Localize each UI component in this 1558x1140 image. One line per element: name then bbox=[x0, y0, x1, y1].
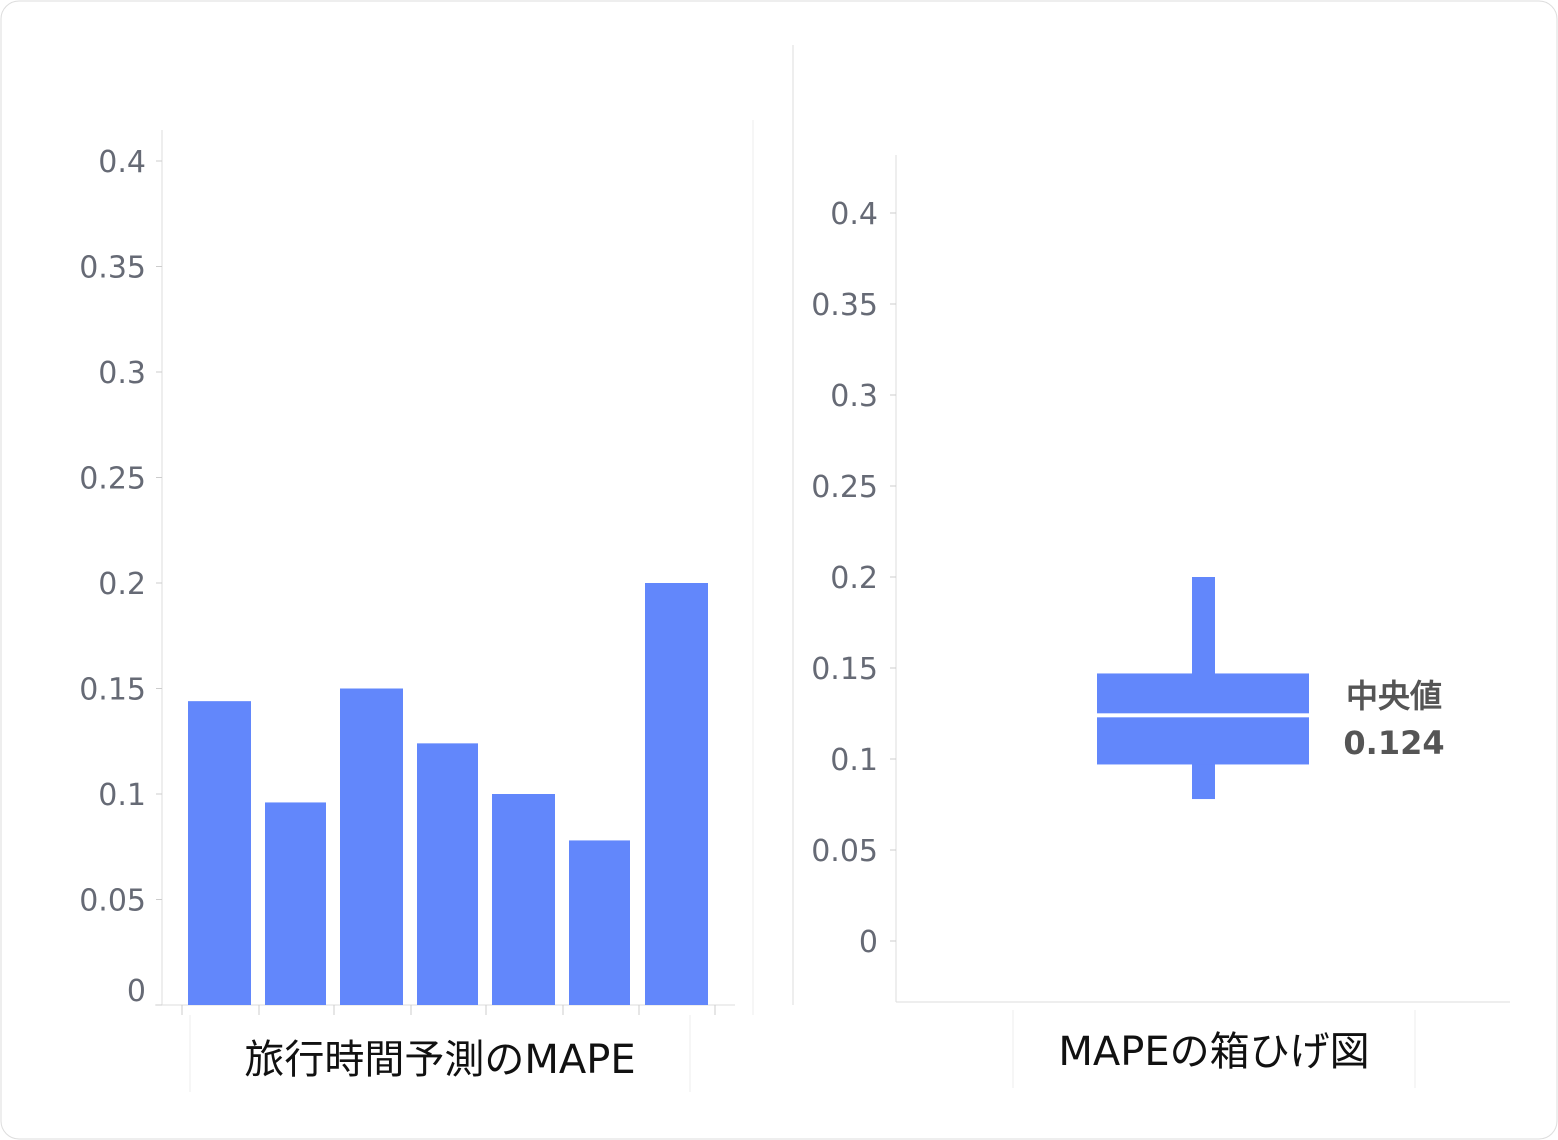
bar bbox=[492, 794, 555, 1005]
y-tick-label: 0.05 bbox=[79, 884, 146, 919]
bar bbox=[340, 688, 403, 1005]
median-label: 中央値 bbox=[1346, 677, 1442, 715]
median-value: 0.124 bbox=[1343, 724, 1444, 762]
y-tick-label: 0.25 bbox=[79, 462, 146, 497]
y-tick-label: 0.4 bbox=[830, 197, 878, 232]
y-tick-label: 0.2 bbox=[98, 567, 146, 602]
y-tick-label: 0.3 bbox=[830, 379, 878, 414]
y-tick-label: 0.15 bbox=[79, 673, 146, 708]
y-tick-label: 0 bbox=[127, 974, 146, 1009]
median-line bbox=[1097, 713, 1309, 718]
y-tick-label: 0.4 bbox=[98, 145, 146, 180]
bar bbox=[645, 583, 708, 1005]
bar bbox=[188, 701, 251, 1005]
y-tick-label: 0.25 bbox=[811, 470, 878, 505]
bar bbox=[569, 840, 630, 1005]
y-tick-label: 0.3 bbox=[98, 356, 146, 391]
y-tick-label: 0.2 bbox=[830, 561, 878, 596]
box-chart-title: MAPEの箱ひげ図 bbox=[1058, 1029, 1369, 1075]
y-tick-label: 0.15 bbox=[811, 652, 878, 687]
y-tick-label: 0.35 bbox=[79, 251, 146, 286]
y-tick-label: 0.05 bbox=[811, 834, 878, 869]
y-tick-label: 0.35 bbox=[811, 288, 878, 323]
bar-chart-title: 旅行時間予測のMAPE bbox=[244, 1037, 635, 1083]
y-tick-label: 0.1 bbox=[98, 778, 146, 813]
bar bbox=[265, 802, 326, 1005]
bar bbox=[417, 743, 478, 1005]
y-tick-label: 0.1 bbox=[830, 743, 878, 778]
box bbox=[1097, 673, 1309, 765]
y-tick-label: 0 bbox=[859, 925, 878, 960]
